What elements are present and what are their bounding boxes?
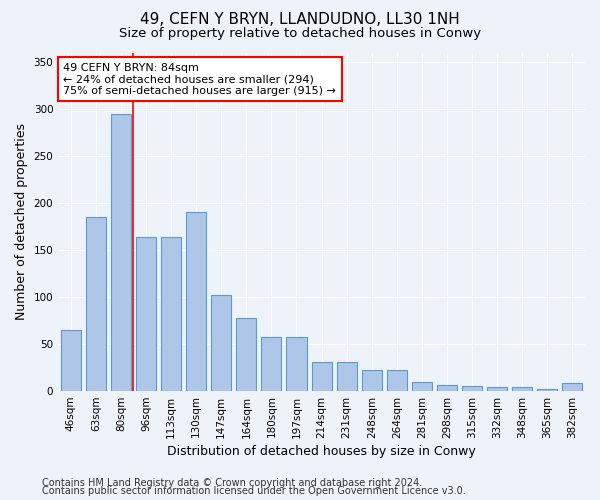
- Bar: [362, 370, 382, 390]
- Text: Contains HM Land Registry data © Crown copyright and database right 2024.: Contains HM Land Registry data © Crown c…: [42, 478, 422, 488]
- Bar: [337, 362, 357, 390]
- Bar: [86, 217, 106, 390]
- Text: Size of property relative to detached houses in Conwy: Size of property relative to detached ho…: [119, 28, 481, 40]
- Bar: [61, 330, 81, 390]
- Bar: [136, 238, 156, 390]
- Bar: [111, 114, 131, 390]
- Bar: [387, 370, 407, 390]
- Bar: [286, 337, 307, 390]
- Text: 49 CEFN Y BRYN: 84sqm
← 24% of detached houses are smaller (294)
75% of semi-det: 49 CEFN Y BRYN: 84sqm ← 24% of detached …: [64, 62, 337, 96]
- Bar: [562, 383, 583, 390]
- Bar: [161, 238, 181, 390]
- Text: Contains public sector information licensed under the Open Government Licence v3: Contains public sector information licen…: [42, 486, 466, 496]
- Bar: [512, 387, 532, 390]
- Bar: [236, 318, 256, 390]
- Bar: [462, 386, 482, 390]
- Bar: [538, 388, 557, 390]
- Text: 49, CEFN Y BRYN, LLANDUDNO, LL30 1NH: 49, CEFN Y BRYN, LLANDUDNO, LL30 1NH: [140, 12, 460, 28]
- Bar: [311, 362, 332, 390]
- Bar: [186, 212, 206, 390]
- Bar: [262, 337, 281, 390]
- Bar: [487, 387, 507, 390]
- Bar: [437, 385, 457, 390]
- X-axis label: Distribution of detached houses by size in Conwy: Distribution of detached houses by size …: [167, 444, 476, 458]
- Bar: [412, 382, 432, 390]
- Y-axis label: Number of detached properties: Number of detached properties: [15, 123, 28, 320]
- Bar: [211, 295, 231, 390]
